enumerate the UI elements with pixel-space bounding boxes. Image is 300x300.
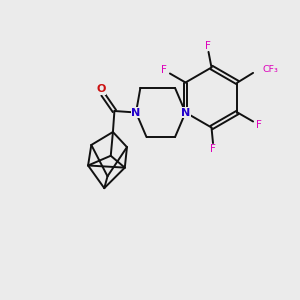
Text: CF₃: CF₃: [262, 65, 278, 74]
Text: F: F: [210, 144, 216, 154]
Text: F: F: [161, 65, 167, 75]
Text: O: O: [97, 84, 106, 94]
Text: N: N: [181, 107, 190, 118]
Text: F: F: [205, 41, 211, 51]
Text: F: F: [256, 120, 262, 130]
Text: N: N: [131, 107, 141, 118]
